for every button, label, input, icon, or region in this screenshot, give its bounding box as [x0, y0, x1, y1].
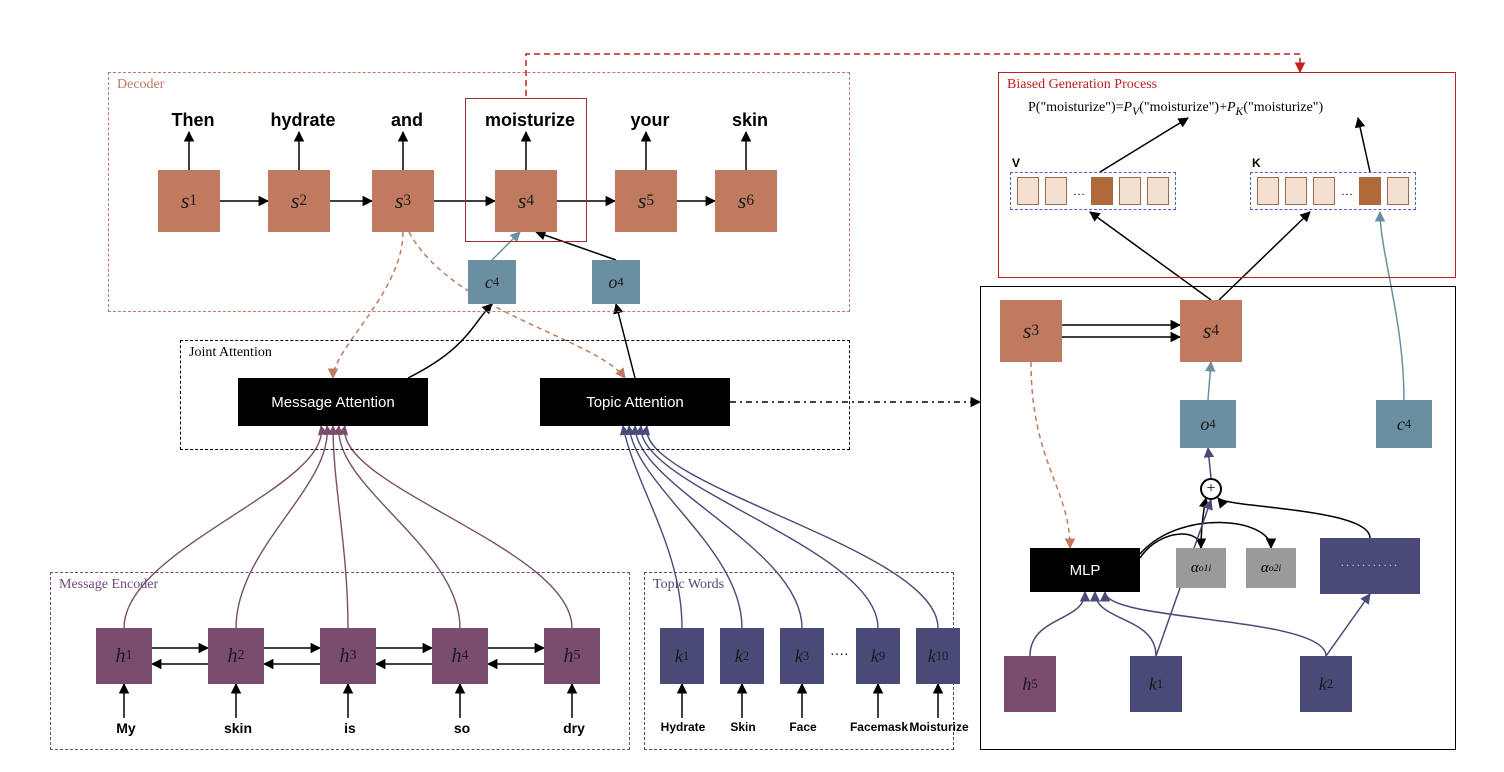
encoder-input-word: My [76, 720, 176, 736]
vocab-cell [1119, 177, 1141, 205]
encoder-input-word: dry [524, 720, 624, 736]
decoder-state-s5: s5 [615, 170, 677, 232]
decoder-state-s1: s1 [158, 170, 220, 232]
alpha-dots-box: ··········· [1320, 538, 1420, 594]
encoder-state-h1: h1 [96, 628, 152, 684]
decoder-highlight-box [465, 98, 587, 242]
right-o4: o4 [1180, 400, 1236, 448]
encoder-state-h3: h3 [320, 628, 376, 684]
topic-word-k1: k1 [660, 628, 704, 684]
right-s3: s3 [1000, 300, 1062, 362]
topic-word-k10: k10 [916, 628, 960, 684]
vocab-cell [1359, 177, 1381, 205]
panel-label: Topic Words [653, 577, 724, 593]
mlp-block: MLP [1030, 548, 1140, 592]
vocab-cell [1091, 177, 1113, 205]
decoder-state-s2: s2 [268, 170, 330, 232]
right-c4: c4 [1376, 400, 1432, 448]
vocab-cell [1017, 177, 1039, 205]
vk-label-v: V [1012, 156, 1020, 170]
vocab-cell [1313, 177, 1335, 205]
encoder-state-h4: h4 [432, 628, 488, 684]
panel-label: Decoder [117, 77, 164, 93]
oplus-icon: + [1200, 478, 1222, 500]
topic-word-k9: k9 [856, 628, 900, 684]
encoder-input-word: so [412, 720, 512, 736]
topic-ellipsis: ···· [830, 648, 849, 664]
encoder-state-h2: h2 [208, 628, 264, 684]
right-k1: k1 [1130, 656, 1182, 712]
decoder-output-word: skin [695, 110, 805, 131]
vocab-cell [1387, 177, 1409, 205]
decoder-output-word: your [595, 110, 705, 131]
alpha-o2: αo2i [1246, 548, 1296, 588]
message-attention-block: Message Attention [238, 378, 428, 426]
biased-formula: P("moisturize")=PV("moisturize")+PK("moi… [1028, 100, 1323, 118]
vocab-row-k: … [1250, 172, 1416, 210]
topic-word-k3: k3 [780, 628, 824, 684]
encoder-state-h5: h5 [544, 628, 600, 684]
vocab-cell [1257, 177, 1279, 205]
context-c4: c4 [468, 260, 516, 304]
topic-input-word: Face [766, 720, 840, 734]
decoder-output-word: hydrate [248, 110, 358, 131]
context-o4: o4 [592, 260, 640, 304]
panel-label: Message Encoder [59, 577, 158, 593]
decoder-state-s3: s3 [372, 170, 434, 232]
vk-label-k: K [1252, 156, 1261, 170]
encoder-input-word: skin [188, 720, 288, 736]
vocab-cell [1147, 177, 1169, 205]
right-s4: s4 [1180, 300, 1242, 362]
right-h5: h5 [1004, 656, 1056, 712]
decoder-state-s6: s6 [715, 170, 777, 232]
topic-attention-block: Topic Attention [540, 378, 730, 426]
vocab-cell [1045, 177, 1067, 205]
topic-word-k2: k2 [720, 628, 764, 684]
decoder-output-word: Then [138, 110, 248, 131]
vocab-row-v: … [1010, 172, 1176, 210]
alpha-o1: αo1i [1176, 548, 1226, 588]
right-k2: k2 [1300, 656, 1352, 712]
encoder-input-word: is [300, 720, 400, 736]
topic-input-word: Moisturize [902, 720, 976, 734]
panel-label: Joint Attention [189, 345, 272, 361]
vocab-cell [1285, 177, 1307, 205]
decoder-output-word: and [352, 110, 462, 131]
panel-label: Biased Generation Process [1007, 77, 1157, 93]
